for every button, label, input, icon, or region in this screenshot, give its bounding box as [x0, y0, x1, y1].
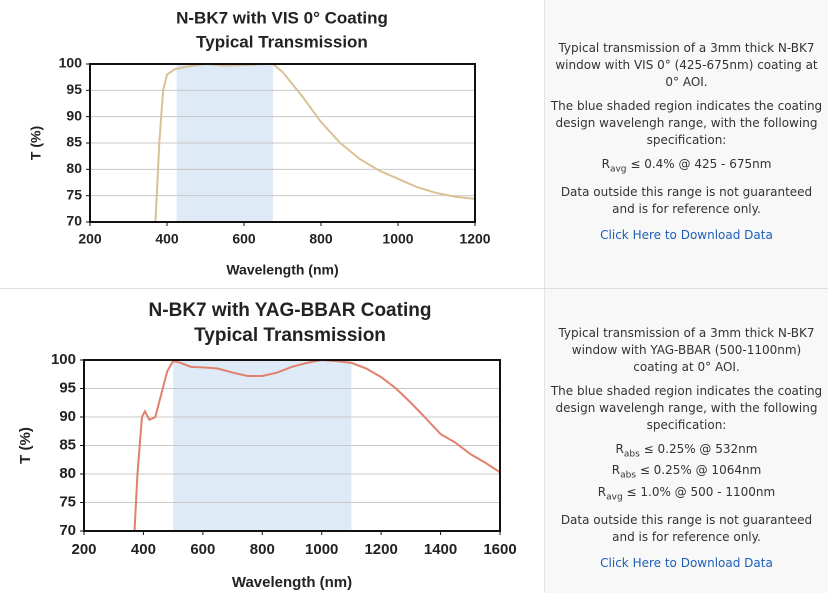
y-tick-label: 90: [66, 107, 82, 123]
y-tick-label: 80: [59, 465, 76, 482]
spec: Ravg ≤ 0.4% @ 425 - 675nm: [549, 156, 824, 177]
download-link[interactable]: Click Here to Download Data: [600, 228, 773, 243]
spec: Rabs ≤ 0.25% @ 1064nm: [549, 462, 824, 483]
y-tick-label: 85: [66, 134, 82, 150]
y-tick-label: 95: [59, 379, 76, 396]
row-divider: [0, 288, 828, 289]
panel: Typical transmission of a 3mm thick N-BK…: [544, 0, 828, 288]
description: Typical transmission of a 3mm thick N-BK…: [558, 326, 815, 374]
plot-frame: [89, 63, 476, 223]
spec-subscript: abs: [623, 449, 640, 460]
spec-text: ≤ 0.4% @ 425 - 675nm: [630, 157, 772, 171]
y-axis-label: T (%): [17, 427, 34, 464]
spec-text: ≤ 0.25% @ 1064nm: [639, 463, 762, 478]
spec-subscript: abs: [620, 470, 636, 481]
spec-subscript: avg: [606, 492, 623, 503]
spec: Rabs ≤ 0.25% @ 532nm: [549, 441, 824, 462]
chart-title: N-BK7 with VIS 0° Coating: [176, 8, 388, 27]
x-tick-label: 600: [232, 231, 256, 247]
spec-symbol: R: [597, 484, 607, 499]
x-tick-label: 200: [78, 231, 102, 247]
chart-title: Typical Transmission: [194, 325, 386, 346]
x-tick-label: 1000: [382, 231, 413, 247]
x-tick-label: 200: [71, 541, 96, 558]
y-tick-label: 85: [59, 436, 76, 453]
x-tick-label: 1200: [364, 541, 397, 558]
x-tick-label: 1600: [483, 541, 516, 558]
y-tick-label: 75: [66, 186, 82, 202]
x-tick-label: 800: [250, 541, 275, 558]
y-tick-label: 100: [51, 351, 76, 368]
disclaimer: Data outside this range is not guarantee…: [560, 513, 813, 545]
x-tick-label: 400: [131, 541, 156, 558]
y-tick-label: 90: [59, 408, 76, 425]
spec-symbol: R: [611, 463, 621, 478]
spec-symbol: R: [601, 157, 610, 171]
note: The blue shaded region indicates the coa…: [550, 384, 823, 432]
spec-text: ≤ 1.0% @ 500 - 1100nm: [626, 484, 776, 499]
x-tick-label: 800: [309, 231, 333, 247]
x-axis-label: Wavelength (nm): [232, 574, 352, 591]
x-tick-label: 1200: [459, 231, 490, 247]
chart-title: N-BK7 with YAG-BBAR Coating: [149, 300, 432, 321]
data-line: [154, 62, 475, 222]
y-tick-label: 95: [66, 81, 82, 97]
x-tick-label: 1400: [424, 541, 457, 558]
y-tick-label: 100: [59, 55, 83, 71]
x-tick-label: 600: [190, 541, 215, 558]
x-tick-label: 1000: [305, 541, 338, 558]
y-tick-label: 80: [66, 160, 82, 176]
data-line: [133, 358, 500, 531]
charts: N-BK7 with VIS 0° Coating Typical Transmi…: [17, 8, 517, 591]
download-link[interactable]: Click Here to Download Data: [600, 556, 773, 571]
spec-subscript: avg: [609, 164, 627, 175]
spec-symbol: R: [615, 442, 624, 456]
spec: Ravg ≤ 1.0% @ 500 - 1100nm: [549, 484, 824, 505]
x-tick-label: 400: [155, 231, 179, 247]
chart-title: Typical Transmission: [196, 32, 368, 51]
y-tick-label: 75: [59, 493, 76, 510]
spec-text: ≤ 0.25% @ 532nm: [643, 442, 758, 456]
y-tick-label: 70: [59, 522, 76, 539]
panel: Typical transmission of a 3mm thick N-BK…: [544, 289, 828, 593]
plot-frame: [83, 359, 501, 532]
disclaimer: Data outside this range is not guarantee…: [560, 185, 813, 217]
description: Typical transmission of a 3mm thick N-BK…: [555, 41, 818, 89]
note: The blue shaded region indicates the coa…: [550, 99, 823, 147]
y-axis-label: T (%): [28, 126, 44, 160]
x-axis-label: Wavelength (nm): [226, 262, 338, 278]
y-tick-label: 70: [66, 213, 82, 229]
